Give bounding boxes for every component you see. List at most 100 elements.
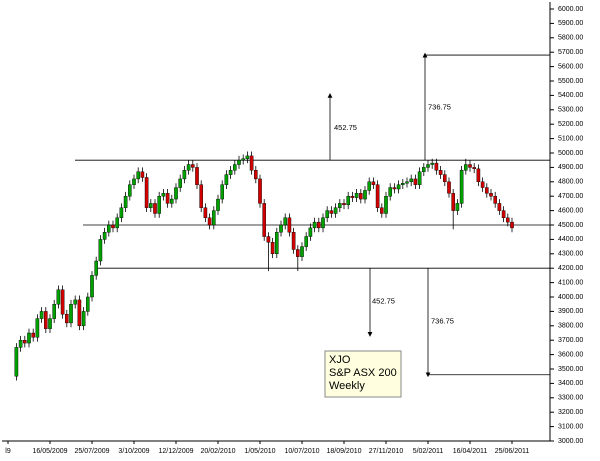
candle-body (48, 318, 52, 329)
candle-body (380, 207, 384, 214)
x-tick-label: 25/07/2009 (74, 448, 109, 455)
candle-body (199, 184, 204, 208)
x-tick-label: 27/11/2010 (369, 448, 404, 455)
candle-body (90, 275, 94, 298)
candle-body (249, 155, 254, 171)
candle-body (136, 171, 141, 180)
candle-body (510, 221, 514, 229)
candle-body (165, 193, 170, 204)
candle-body (321, 217, 325, 229)
candle-body (195, 167, 199, 185)
candle-body (485, 187, 489, 194)
y-tick-label: 4600.00 (558, 207, 583, 214)
y-tick-label: 3200.00 (558, 409, 583, 416)
candle-body (296, 249, 300, 257)
y-tick-label: 5500.00 (558, 78, 583, 85)
candle-body (262, 203, 267, 237)
candle-body (27, 332, 31, 344)
candle-body (211, 210, 216, 226)
y-tick-label: 3600.00 (558, 351, 583, 358)
candle-body (443, 174, 447, 183)
candle-body (451, 193, 456, 211)
candle-body (266, 236, 271, 243)
y-tick-label: 5400.00 (558, 92, 583, 99)
candle-body (489, 193, 493, 197)
x-tick-label: l9 (5, 448, 11, 455)
candle-body (409, 178, 414, 182)
y-tick-label: 4100.00 (558, 279, 583, 286)
candle-body (127, 184, 132, 197)
candle-body (384, 195, 388, 214)
candle-body (94, 260, 98, 276)
candle-body (350, 195, 355, 198)
candle-body (401, 183, 405, 185)
candle-body (123, 195, 128, 208)
candle-body (23, 340, 27, 344)
candle-body (115, 217, 119, 229)
candle-body (371, 181, 376, 185)
candle-body (287, 217, 292, 233)
candle-body (359, 193, 363, 200)
candle-body (69, 304, 73, 324)
y-tick-label: 4000.00 (558, 294, 583, 301)
measure-label: 452.75 (372, 296, 395, 305)
candle-body (438, 170, 443, 175)
candle-body (325, 210, 330, 219)
candle-body (144, 177, 149, 208)
candle-body (52, 304, 56, 319)
y-tick-label: 5600.00 (558, 63, 583, 70)
candle-body (39, 311, 44, 319)
candle-body (228, 170, 233, 175)
candle-body (468, 164, 472, 168)
candle-body (501, 210, 506, 219)
candle-body (476, 168, 481, 182)
candle-body (153, 203, 157, 214)
candle-body (132, 178, 136, 185)
candle-body (459, 170, 464, 204)
y-tick-label: 4300.00 (558, 251, 583, 258)
y-tick-label: 3000.00 (558, 438, 583, 445)
x-tick-label: 10/07/2010 (284, 448, 319, 455)
y-tick-label: 5200.00 (558, 121, 583, 128)
candle-body (338, 203, 342, 208)
candle-body (14, 347, 19, 377)
candle-body (506, 217, 510, 223)
candle-body (224, 174, 229, 185)
candle-body (85, 296, 90, 312)
candle-body (245, 155, 250, 159)
x-tick-label: 25/06/2011 (495, 448, 530, 455)
candle-body (81, 311, 86, 326)
candle-body (232, 164, 237, 171)
candle-body (426, 164, 430, 168)
candle-body (304, 236, 309, 247)
candle-body (480, 181, 485, 188)
y-tick-label: 5700.00 (558, 49, 583, 56)
y-tick-label: 4800.00 (558, 179, 583, 186)
candle-body (237, 159, 241, 165)
candle-body (317, 221, 321, 229)
y-tick-label: 3700.00 (558, 337, 583, 344)
candle-body (279, 224, 283, 233)
x-tick-label: 20/02/2010 (200, 448, 235, 455)
candle-body (182, 170, 187, 180)
candle-body (270, 242, 275, 254)
candle-body (77, 299, 82, 327)
candle-body (396, 184, 401, 190)
candle-body (157, 195, 162, 214)
candle-body (64, 314, 69, 324)
candle-body (413, 178, 418, 185)
candle-body (464, 164, 468, 171)
candle-body (367, 181, 372, 191)
y-tick-label: 4400.00 (558, 236, 583, 243)
x-tick-label: 1/05/2010 (244, 448, 275, 455)
candle-body (422, 167, 426, 172)
candle-body (472, 167, 477, 170)
candle-body (44, 311, 48, 329)
candle-body (417, 171, 422, 185)
candle-body (161, 193, 166, 197)
candle-body (98, 239, 103, 262)
candle-body (111, 224, 115, 229)
measure-label: 736.75 (428, 103, 451, 112)
candle-body (354, 193, 359, 198)
x-tick-label: 16/04/2011 (453, 448, 488, 455)
